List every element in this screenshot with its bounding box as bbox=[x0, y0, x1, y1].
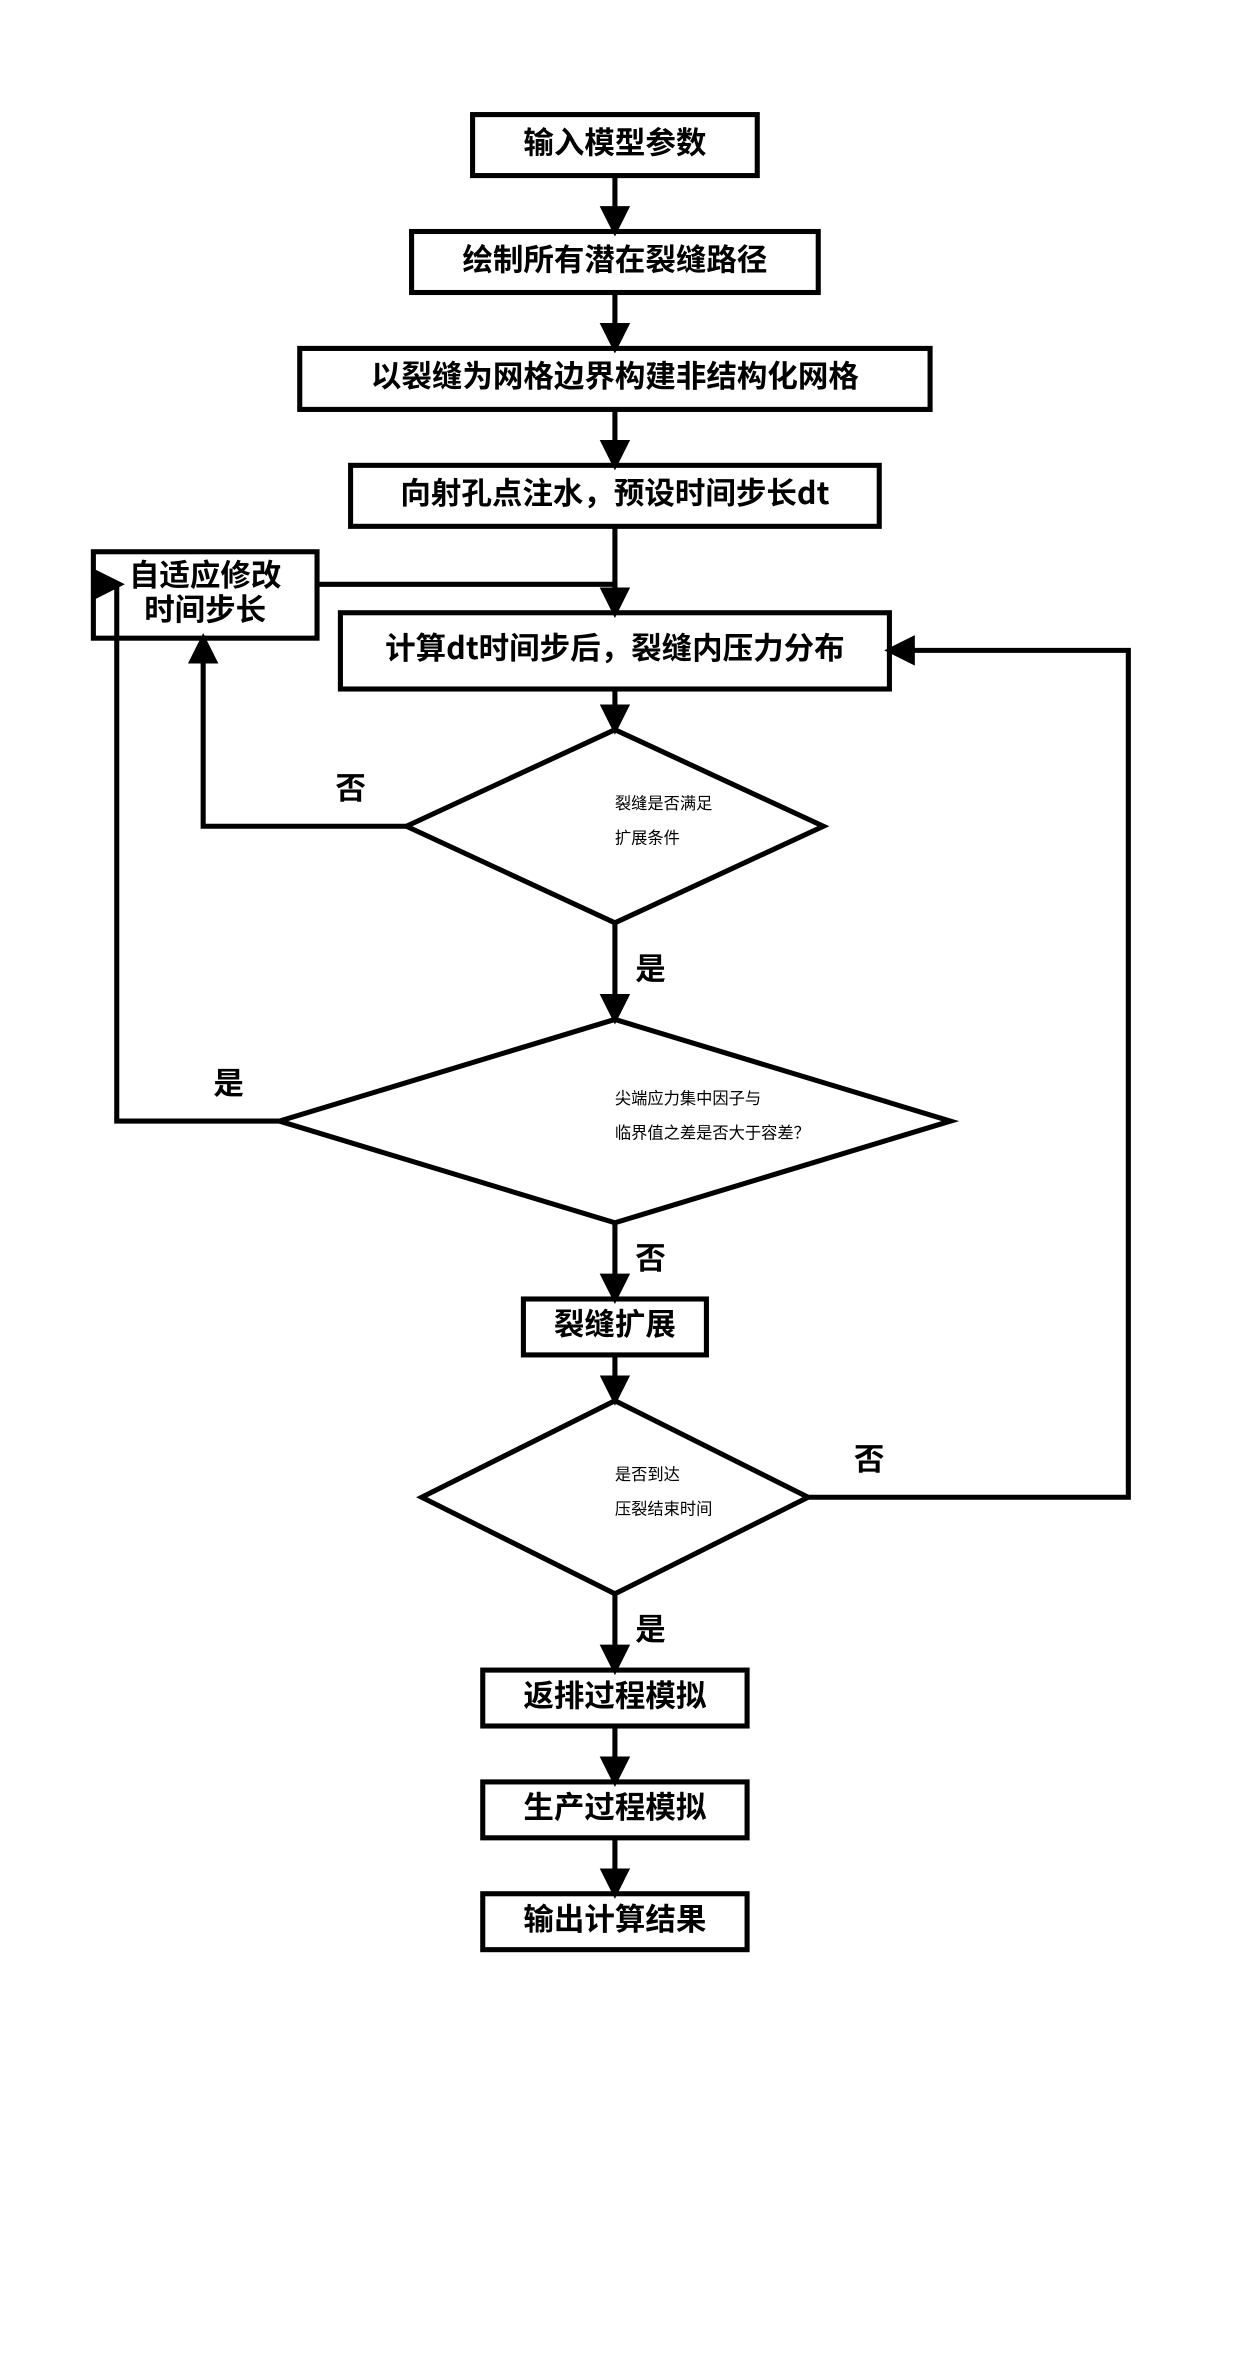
node-n5: 计算dt时间步后，裂缝内压力分布 bbox=[340, 613, 889, 689]
edge bbox=[317, 584, 615, 612]
node-label: 计算dt时间步后，裂缝内压力分布 bbox=[385, 624, 844, 668]
node-n8: 生产过程模拟 bbox=[483, 1782, 747, 1838]
edge bbox=[808, 650, 1128, 1497]
edge-label: 是 bbox=[635, 1605, 666, 1649]
edge bbox=[117, 584, 280, 1121]
edge-label: 否 bbox=[335, 764, 366, 808]
node-n7: 返排过程模拟 bbox=[483, 1670, 747, 1726]
edge-label: 否 bbox=[635, 1234, 666, 1278]
node-d2: 尖端应力集中因子与临界值之差是否大于容差？ bbox=[279, 1019, 950, 1222]
node-d1: 裂缝是否满足扩展条件 bbox=[407, 730, 824, 923]
node-label: 生产过程模拟 bbox=[523, 1783, 706, 1827]
node-label: 扩展条件 bbox=[615, 825, 680, 849]
edge-label: 否 bbox=[854, 1435, 885, 1479]
node-n1: 输入模型参数 bbox=[473, 115, 758, 176]
node-n9: 输出计算结果 bbox=[483, 1894, 747, 1950]
node-n2: 绘制所有潜在裂缝路径 bbox=[412, 232, 819, 293]
node-label: 返排过程模拟 bbox=[523, 1671, 706, 1715]
edge-label: 是 bbox=[213, 1059, 244, 1103]
node-label: 输入模型参数 bbox=[523, 118, 706, 162]
edge-label: 是 bbox=[635, 944, 666, 988]
node-label: 尖端应力集中因子与 bbox=[615, 1085, 761, 1109]
node-label: 输出计算结果 bbox=[523, 1895, 706, 1939]
node-label: 以裂缝为网格边界构建非结构化网格 bbox=[371, 352, 859, 396]
flowchart: 输入模型参数绘制所有潜在裂缝路径以裂缝为网格边界构建非结构化网格向射孔点注水，预… bbox=[10, 50, 1230, 2304]
node-label: 向射孔点注水，预设时间步长dt bbox=[400, 469, 829, 513]
node-label: 裂缝扩展 bbox=[554, 1300, 676, 1344]
node-label: 是否到达 bbox=[615, 1461, 680, 1485]
node-label: 时间步长 bbox=[144, 586, 266, 630]
node-nA: 自适应修改时间步长 bbox=[93, 551, 317, 638]
node-d3: 是否到达压裂结束时间 bbox=[422, 1401, 808, 1594]
node-n3: 以裂缝为网格边界构建非结构化网格 bbox=[300, 348, 930, 409]
node-label: 临界值之差是否大于容差？ bbox=[615, 1119, 810, 1143]
node-label: 裂缝是否满足 bbox=[615, 790, 713, 814]
node-n6: 裂缝扩展 bbox=[523, 1299, 706, 1355]
node-n4: 向射孔点注水，预设时间步长dt bbox=[351, 465, 880, 526]
node-label: 绘制所有潜在裂缝路径 bbox=[462, 235, 767, 279]
node-label: 压裂结束时间 bbox=[615, 1496, 713, 1520]
